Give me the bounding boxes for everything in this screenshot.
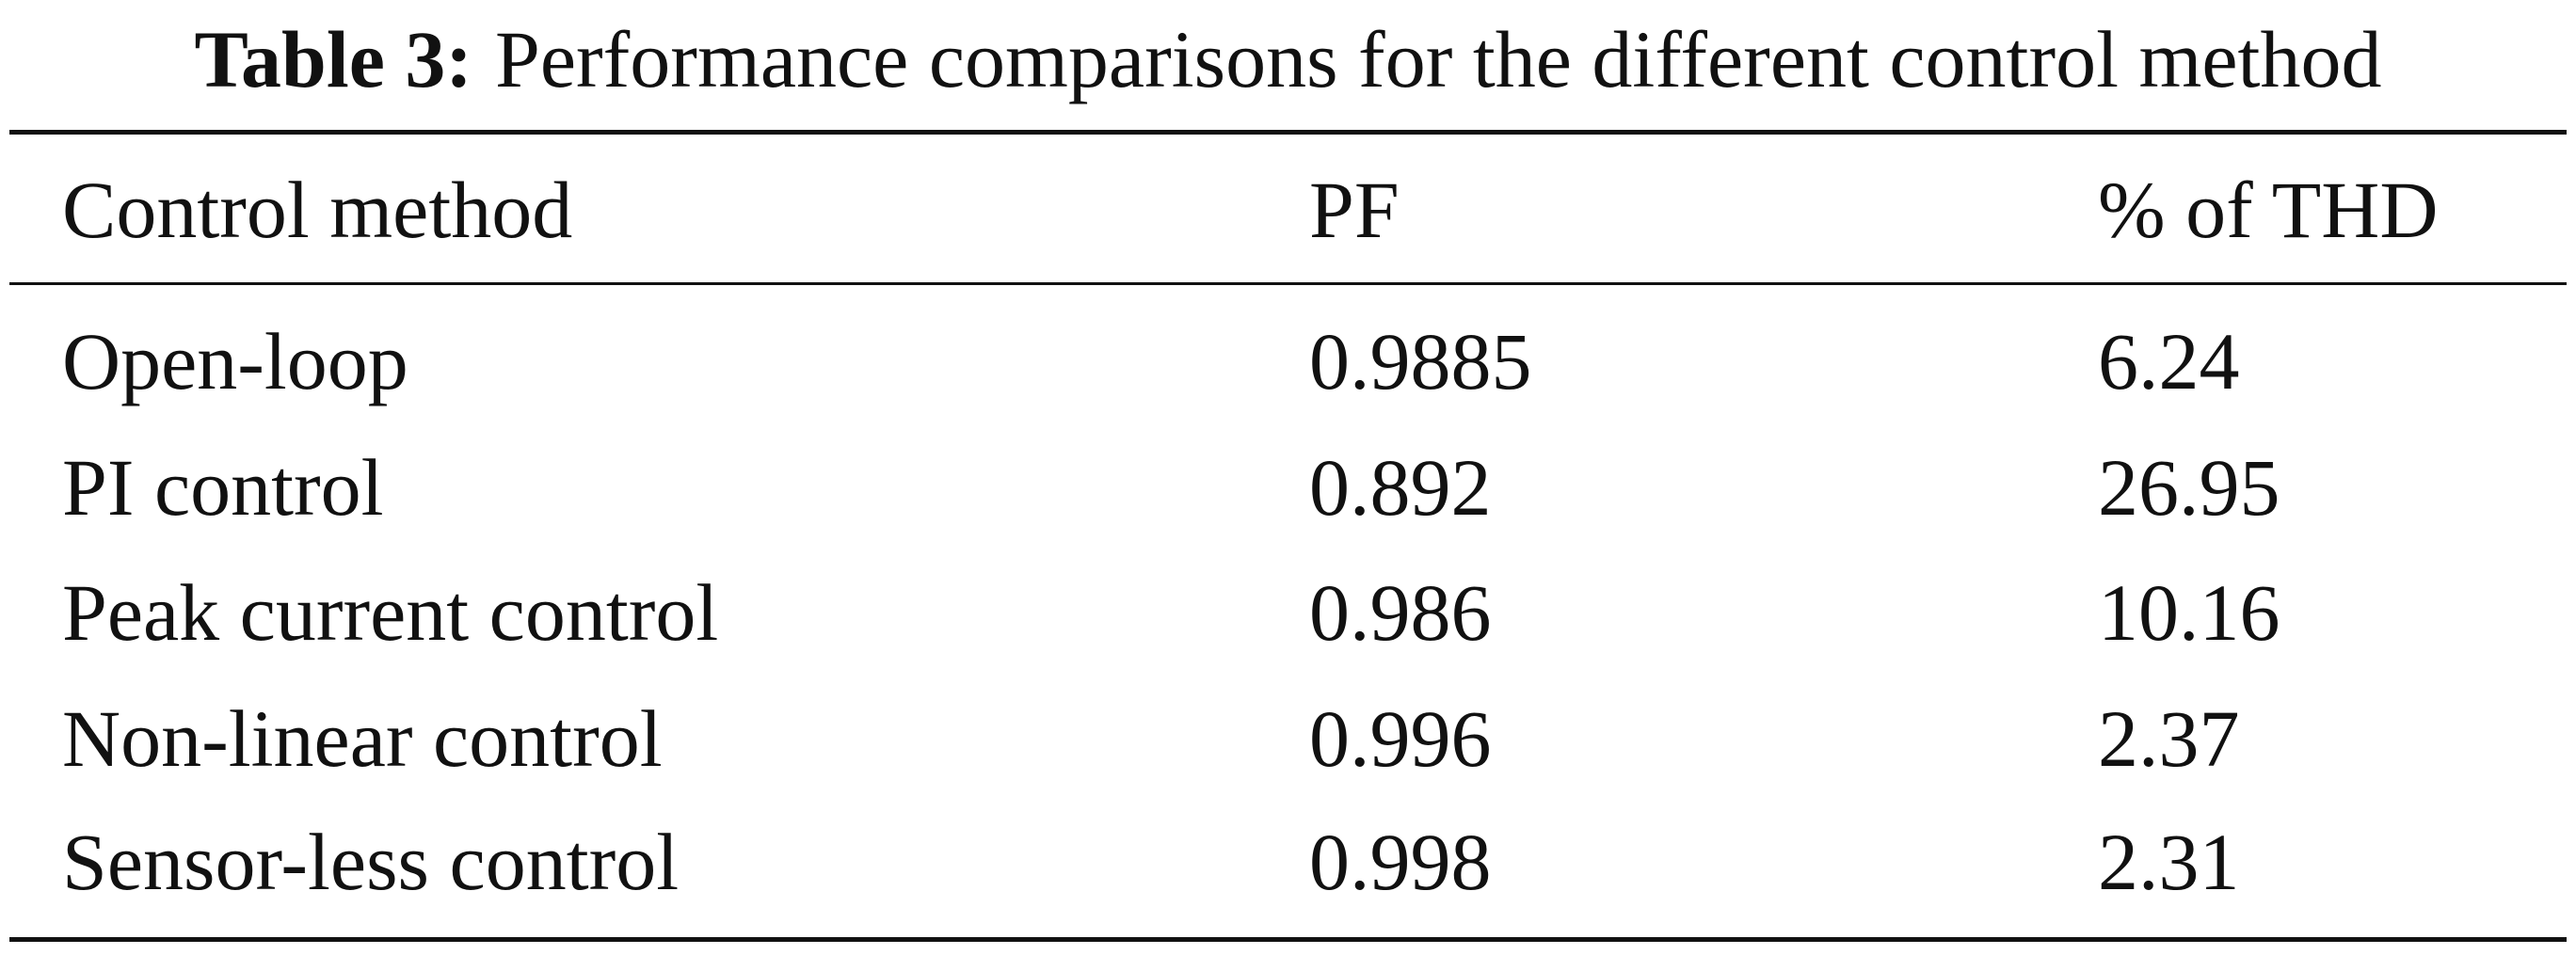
table-cell: 2.37: [2098, 693, 2240, 784]
table-caption: Table 3: Performance comparisons for the …: [0, 8, 2576, 111]
header-cell: % of THD: [2098, 165, 2439, 255]
table-cell: 26.95: [2098, 442, 2280, 533]
header-cell: Control method: [62, 165, 573, 255]
caption-text: Performance comparisons for the differen…: [495, 14, 2382, 104]
table-cell: 2.31: [2098, 817, 2240, 907]
table-cell: Non-linear control: [62, 693, 663, 784]
header-cell: PF: [1309, 165, 1400, 255]
bottom-rule: [9, 937, 2567, 942]
table-cell: Sensor-less control: [62, 817, 680, 907]
table-cell: 0.892: [1309, 442, 1492, 533]
top-rule: [9, 130, 2567, 135]
table-cell: 0.986: [1309, 567, 1492, 658]
table-cell: 0.9885: [1309, 316, 1532, 406]
table-cell: Peak current control: [62, 567, 719, 658]
table-cell: 10.16: [2098, 567, 2280, 658]
table-cell: 0.998: [1309, 817, 1492, 907]
header-rule: [9, 282, 2567, 285]
table-cell: PI control: [62, 442, 384, 533]
table-cell: 6.24: [2098, 316, 2240, 406]
table-cell: Open-loop: [62, 316, 408, 406]
caption-label: Table 3:: [194, 14, 473, 104]
table-cell: 0.996: [1309, 693, 1492, 784]
